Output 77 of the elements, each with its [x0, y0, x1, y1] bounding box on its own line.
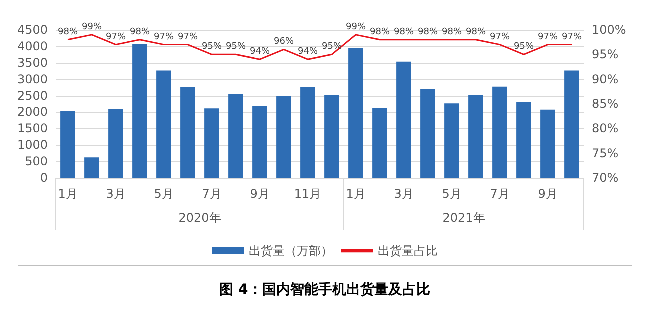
bar	[492, 86, 508, 178]
y-tick-label: 2500	[17, 88, 48, 103]
y-tick-label: 3500	[17, 56, 48, 70]
data-label: 98%	[394, 27, 414, 38]
bar	[204, 108, 220, 178]
y-tick-label: 0	[40, 171, 48, 185]
x-tick-label: 7月	[202, 187, 222, 201]
legend-label: 出货量占比	[378, 244, 438, 258]
y2-tick-label: 80%	[592, 122, 619, 136]
y2-tick-label: 90%	[592, 72, 619, 86]
bar	[516, 102, 532, 178]
data-label: 97%	[178, 32, 198, 42]
bar	[108, 109, 124, 178]
y2-tick-label: 100%	[592, 23, 626, 37]
data-label: 98%	[418, 27, 438, 38]
y2-tick-label: 70%	[592, 171, 619, 185]
data-label: 97%	[538, 32, 558, 42]
bar	[276, 96, 292, 178]
y-tick-label: 500	[25, 154, 48, 169]
y-tick-label: 3000	[17, 72, 48, 86]
text: 图 4：国内智能手机出货量及占比	[220, 281, 430, 298]
data-label: 98%	[442, 27, 462, 38]
bar	[156, 70, 172, 178]
y-tick-label: 1500	[17, 122, 48, 136]
x-tick-label: 3月	[394, 187, 414, 201]
bar	[252, 106, 268, 178]
y-tick-label: 4500	[17, 23, 48, 37]
x-tick-label: 5月	[442, 187, 462, 201]
data-label: 99%	[82, 22, 102, 32]
bar	[468, 95, 484, 178]
data-label: 97%	[562, 32, 582, 42]
bar	[396, 62, 412, 178]
bar	[564, 70, 580, 178]
x-tick-label: 3月	[106, 187, 126, 201]
data-label: 97%	[154, 32, 174, 42]
x-tick-label: 9月	[250, 187, 270, 201]
data-label: 97%	[490, 32, 510, 42]
text: 2020年	[178, 211, 222, 225]
data-label: 96%	[274, 37, 294, 48]
data-label: 98%	[58, 27, 78, 38]
y-tick-label: 1000	[17, 138, 48, 152]
bar	[60, 111, 76, 178]
x-tick-label: 9月	[538, 187, 558, 201]
x-tick-label: 11月	[294, 187, 322, 201]
data-label: 95%	[514, 42, 534, 52]
data-label: 94%	[250, 47, 270, 58]
bar	[348, 48, 364, 178]
bar	[540, 110, 556, 178]
data-label: 97%	[106, 32, 126, 42]
legend-label: 出货量（万部）	[249, 244, 333, 258]
bar	[84, 158, 100, 178]
data-label: 98%	[370, 27, 390, 38]
bar	[324, 95, 340, 178]
x-tick-label: 5月	[154, 187, 174, 201]
data-label: 95%	[322, 42, 342, 52]
bar	[180, 87, 196, 178]
x-tick-label: 1月	[58, 187, 78, 201]
data-label: 95%	[226, 42, 246, 52]
bar	[132, 44, 148, 178]
y2-tick-label: 85%	[592, 97, 619, 111]
bar	[420, 90, 436, 178]
y2-tick-label: 75%	[592, 146, 619, 160]
data-label: 94%	[298, 47, 318, 58]
y2-tick-label: 95%	[592, 48, 619, 62]
text: 2021年	[442, 211, 486, 225]
data-label: 98%	[466, 27, 486, 38]
x-tick-label: 7月	[490, 187, 510, 201]
x-tick-label: 1月	[346, 187, 366, 201]
y-tick-label: 4000	[17, 39, 48, 54]
data-label: 98%	[130, 27, 150, 38]
bar	[444, 104, 460, 178]
y-tick-label: 2000	[17, 105, 48, 120]
bar	[228, 94, 244, 178]
bar	[372, 108, 388, 178]
data-label: 95%	[202, 42, 222, 52]
bar	[300, 87, 316, 178]
data-label: 99%	[346, 22, 366, 32]
